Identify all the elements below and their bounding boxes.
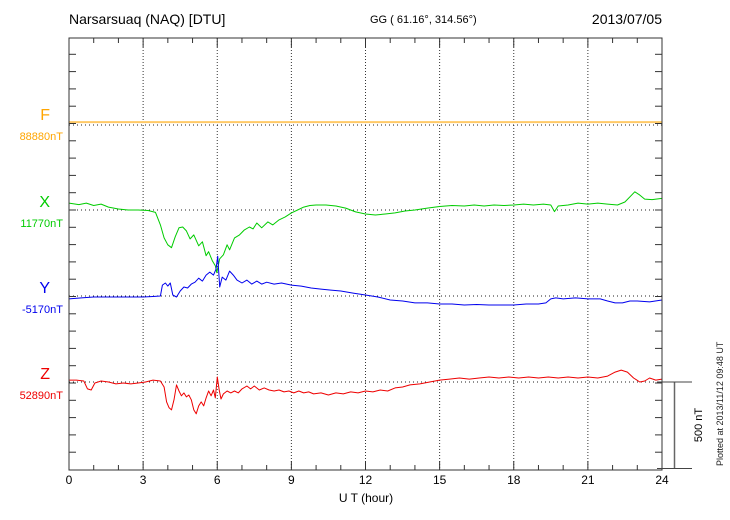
hour-tick-label: 3	[140, 473, 147, 487]
series-label-y: Y	[39, 280, 50, 297]
plot-date: 2013/07/05	[592, 11, 662, 27]
series-label-z: Z	[40, 366, 50, 383]
plotted-at-note: Plotted at 2013/11/12 09:48 UT	[715, 341, 725, 466]
series-layer	[68, 121, 663, 415]
series-value-x: 11770nT	[20, 218, 63, 230]
series-value-y: -5170nT	[22, 304, 63, 316]
hour-tick-label: 9	[288, 473, 295, 487]
hour-tick-label: 21	[581, 473, 595, 487]
series-line-z	[69, 369, 663, 415]
station-title: Narsarsuaq (NAQ) [DTU]	[69, 11, 225, 27]
series-value-z: 52890nT	[20, 390, 64, 402]
series-line-y	[68, 255, 663, 306]
series-line-x	[68, 191, 663, 274]
grid-layer	[69, 38, 662, 470]
hour-tick-label: 18	[507, 473, 521, 487]
series-value-f: 88880nT	[20, 131, 64, 143]
hour-tick-label: 0	[66, 473, 73, 487]
frame-layer: 0 3 6 9 12 15 18 21 24	[66, 37, 692, 487]
x-axis-label: U T (hour)	[339, 491, 393, 505]
series-label-x: X	[39, 194, 50, 211]
series-label-f: F	[40, 107, 50, 124]
hour-tick-label: 6	[214, 473, 221, 487]
hour-tick-label: 24	[655, 473, 669, 487]
geographic-coords: GG ( 61.16°, 314.56°)	[370, 14, 477, 26]
hour-tick-label: 12	[359, 473, 373, 487]
scale-bar-label: 500 nT	[693, 408, 705, 443]
hour-tick-label: 15	[433, 473, 447, 487]
